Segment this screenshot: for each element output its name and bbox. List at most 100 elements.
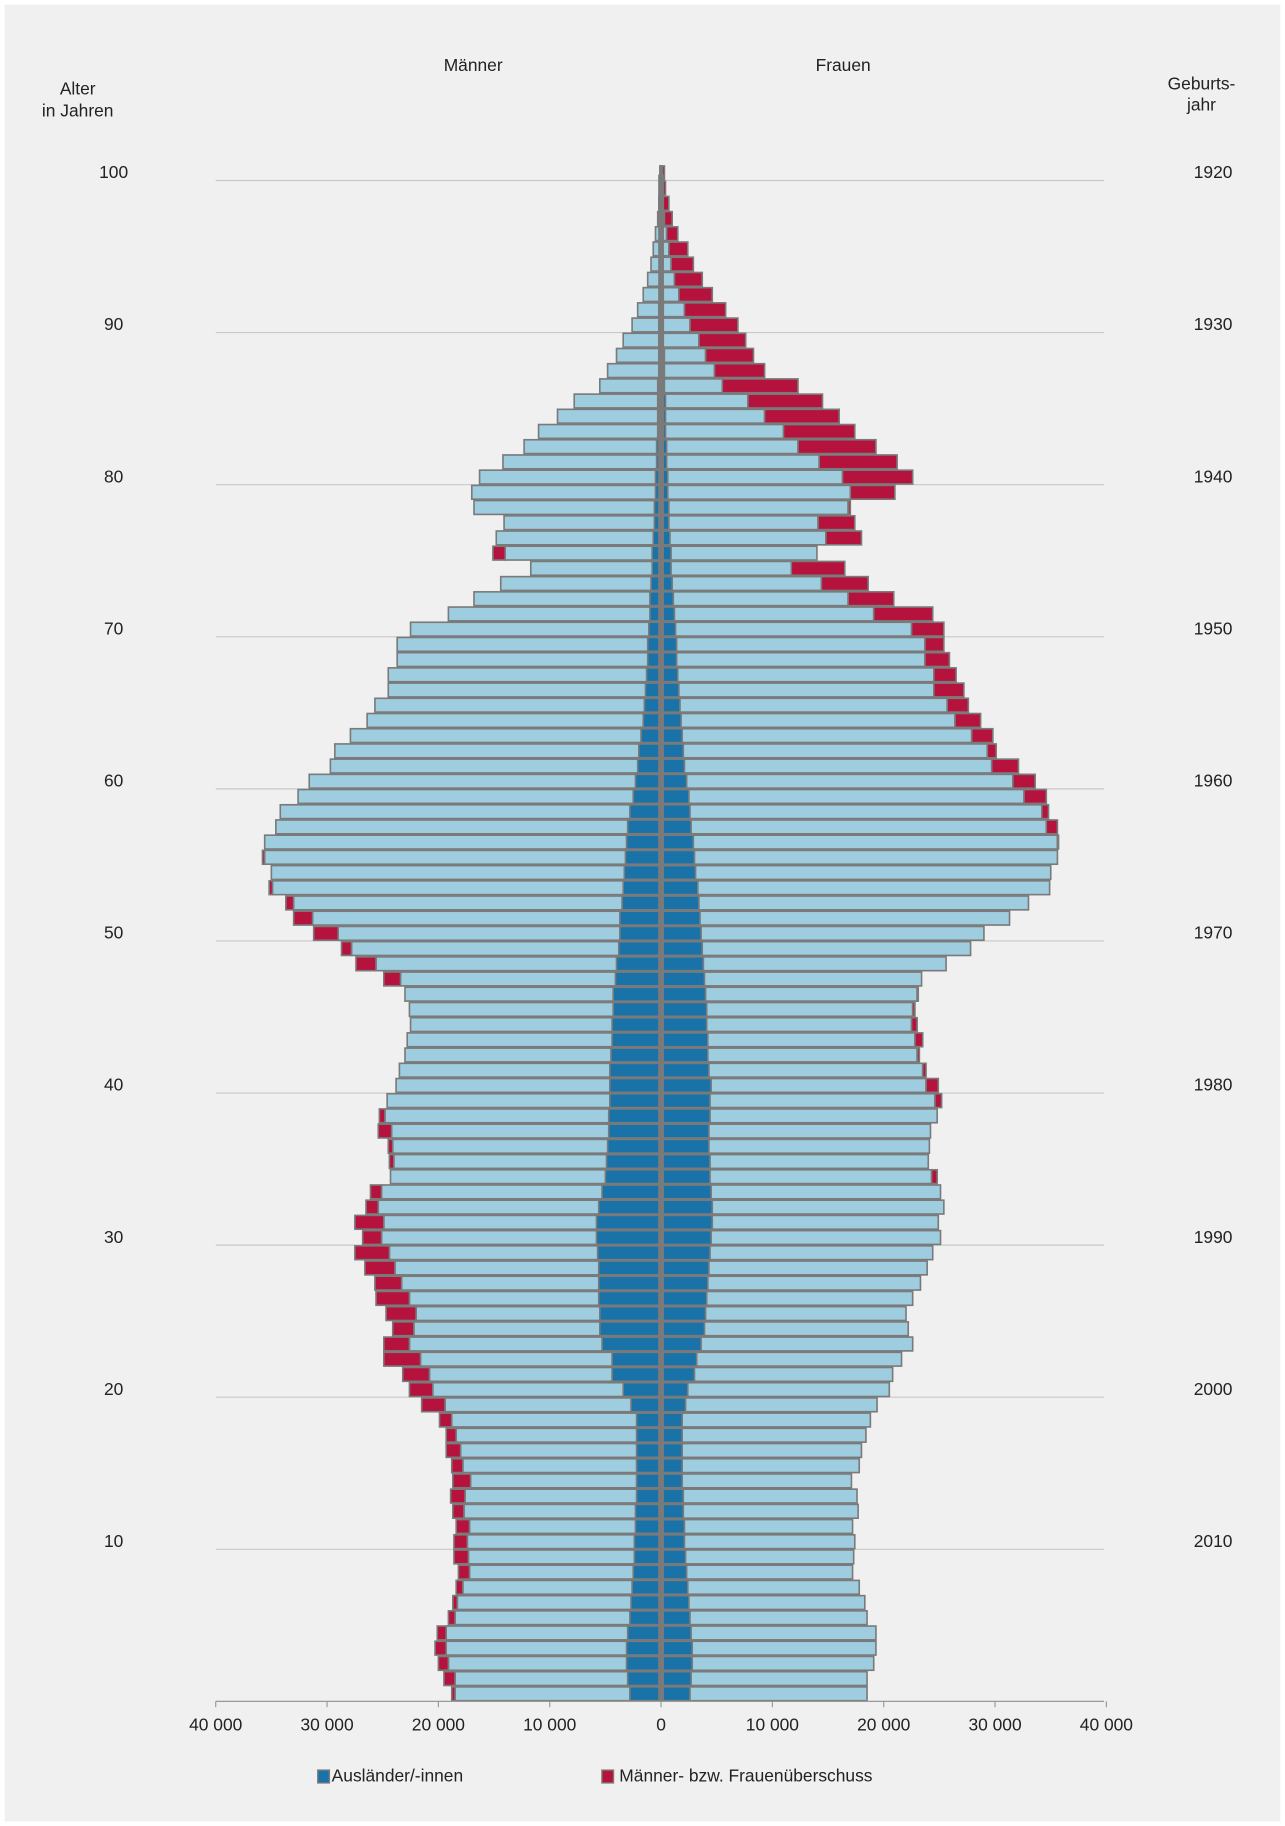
surplus-women xyxy=(825,530,863,546)
foreign-women xyxy=(660,773,688,789)
bar-women xyxy=(660,1503,859,1520)
foreign-men xyxy=(635,1412,662,1428)
bar-men xyxy=(450,1412,662,1428)
bar-women xyxy=(660,575,823,592)
foreign-women xyxy=(660,1442,684,1459)
foreign-men xyxy=(619,925,662,942)
foreign-women xyxy=(660,1138,710,1154)
foreign-men xyxy=(626,1670,662,1687)
bar-women xyxy=(660,864,1052,881)
legend-label: Männer- bzw. Frauenüberschuss xyxy=(619,1766,872,1786)
foreign-men xyxy=(625,1640,662,1656)
bar-men xyxy=(374,697,662,713)
foreign-women xyxy=(660,1549,687,1565)
bar-men xyxy=(466,1533,662,1550)
bar-women xyxy=(660,1625,877,1641)
foreign-women xyxy=(660,971,706,987)
surplus-men xyxy=(450,1457,464,1474)
foreign-men xyxy=(631,1579,662,1596)
foreign-women xyxy=(660,712,682,729)
y-tick-label: 40 xyxy=(104,1075,124,1095)
x-tick-label: 20 000 xyxy=(412,1714,465,1734)
bar-men xyxy=(409,621,662,637)
foreign-women xyxy=(660,956,705,972)
surplus-women xyxy=(670,256,695,272)
y-tick-label: 80 xyxy=(104,466,124,486)
bar-men xyxy=(503,514,662,531)
bar-women xyxy=(660,1670,868,1687)
bar-men xyxy=(349,727,662,744)
foreign-women xyxy=(660,1533,686,1550)
foreign-women xyxy=(660,895,700,911)
foreign-women xyxy=(660,1686,691,1702)
x-tick-label: 30 000 xyxy=(300,1714,353,1734)
foreign-women xyxy=(660,727,684,744)
bar-men xyxy=(387,667,662,683)
bar-men xyxy=(263,834,662,850)
foreign-men xyxy=(625,834,662,850)
y2-tick-label: 1920 xyxy=(1194,162,1233,182)
bar-men xyxy=(529,560,662,577)
surplus-men xyxy=(375,1290,411,1307)
surplus-women xyxy=(790,560,846,577)
bar-women xyxy=(660,1549,855,1565)
surplus-men xyxy=(385,1305,417,1322)
foreign-women xyxy=(660,803,691,820)
foreign-men xyxy=(599,1305,662,1322)
bar-men xyxy=(308,773,662,789)
surplus-women xyxy=(662,195,670,212)
x-tick-label: 10 000 xyxy=(746,1714,799,1734)
surplus-women xyxy=(673,271,704,288)
bar-men xyxy=(615,347,662,364)
y2-tick-label: 1970 xyxy=(1194,923,1233,943)
surplus-women xyxy=(782,423,856,440)
legend-swatch xyxy=(317,1769,331,1784)
bar-men xyxy=(636,302,662,318)
surplus-men xyxy=(453,1549,470,1565)
foreign-women xyxy=(660,1397,687,1413)
foreign-men xyxy=(609,1077,662,1094)
bar-women xyxy=(660,895,1030,911)
bar-women xyxy=(660,393,749,409)
foreign-men xyxy=(635,1473,662,1489)
foreign-men xyxy=(611,1016,662,1033)
bar-women xyxy=(660,514,819,531)
surplus-men xyxy=(438,1412,453,1428)
foreign-women xyxy=(660,834,695,850)
surplus-men xyxy=(401,1366,431,1383)
bar-women xyxy=(660,636,926,653)
y2-axis-label: jahr xyxy=(1186,95,1216,115)
surplus-men xyxy=(377,1123,393,1139)
surplus-men xyxy=(447,1610,456,1626)
surplus-men xyxy=(383,971,402,987)
surplus-women xyxy=(668,241,689,257)
y2-tick-label: 1930 xyxy=(1194,314,1233,334)
foreign-women xyxy=(660,1275,709,1291)
bar-women xyxy=(660,1381,891,1398)
bar-men xyxy=(263,849,662,866)
foreign-women xyxy=(660,940,704,957)
surplus-men xyxy=(492,545,506,561)
surplus-men xyxy=(364,1260,396,1276)
bar-women xyxy=(660,834,1059,850)
y2-tick-label: 1980 xyxy=(1194,1075,1233,1095)
foreign-women xyxy=(660,1427,684,1443)
foreign-women xyxy=(660,1123,710,1139)
foreign-women xyxy=(660,1047,709,1063)
surplus-women xyxy=(1012,773,1036,789)
y2-tick-label: 1960 xyxy=(1194,770,1233,790)
foreign-women xyxy=(660,925,702,942)
surplus-men xyxy=(455,1579,464,1596)
bar-women xyxy=(660,819,1048,835)
surplus-women xyxy=(1045,819,1059,835)
surplus-men xyxy=(445,1442,462,1459)
foreign-women xyxy=(660,1564,688,1580)
foreign-women xyxy=(660,1381,689,1398)
bar-men xyxy=(462,1457,662,1474)
bar-women xyxy=(660,454,820,470)
bar-men xyxy=(495,530,662,546)
foreign-women xyxy=(660,1321,706,1337)
bar-women xyxy=(660,682,935,698)
surplus-women xyxy=(872,606,934,622)
